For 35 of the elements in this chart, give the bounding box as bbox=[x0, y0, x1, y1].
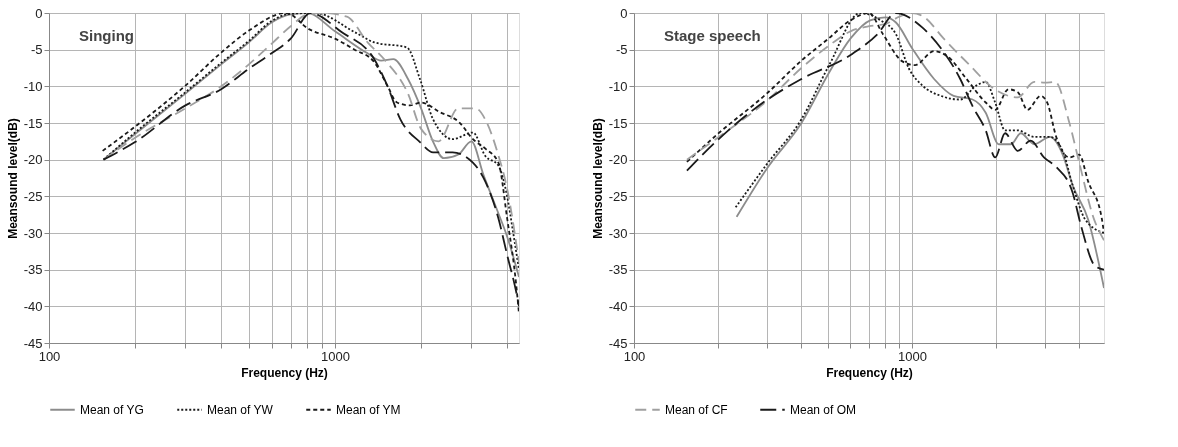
y-tick-label: 0 bbox=[35, 5, 43, 21]
y-tick-label: -45 bbox=[23, 335, 43, 351]
y-tick-label: -10 bbox=[608, 78, 628, 94]
annotation: Singing bbox=[79, 27, 134, 44]
y-tick-label: -40 bbox=[23, 298, 43, 314]
y-tick-label: -30 bbox=[23, 225, 43, 241]
y-tick-label: -20 bbox=[608, 152, 628, 168]
y-tick-label: -35 bbox=[608, 262, 628, 278]
legend-label: Mean of YG bbox=[80, 402, 144, 417]
legend-label: Mean of YW bbox=[207, 402, 274, 417]
annotation: Stage speech bbox=[664, 27, 761, 44]
x-axis-title: Frequency (Hz) bbox=[241, 365, 328, 380]
y-tick-label: -20 bbox=[23, 152, 43, 168]
y-tick-label: -15 bbox=[608, 115, 628, 131]
legend-label: Mean of CF bbox=[665, 402, 728, 417]
y-tick-label: -25 bbox=[23, 188, 43, 204]
y-tick-label: -45 bbox=[608, 335, 628, 351]
legend-label: Mean of YM bbox=[336, 402, 401, 417]
y-tick-label: -35 bbox=[23, 262, 43, 278]
x-axis-title: Frequency (Hz) bbox=[826, 365, 913, 380]
y-tick-label: -25 bbox=[608, 188, 628, 204]
y-tick-label: -5 bbox=[30, 42, 43, 58]
y-tick-label: -5 bbox=[615, 42, 628, 58]
x-tick-label: 100 bbox=[38, 348, 61, 364]
x-tick-label: 1000 bbox=[321, 348, 350, 364]
y-tick-label: -15 bbox=[23, 115, 43, 131]
y-tick-label: 0 bbox=[620, 5, 628, 21]
y-axis-title: Meansound level(dB) bbox=[5, 118, 20, 239]
y-tick-label: -40 bbox=[608, 298, 628, 314]
x-tick-label: 1000 bbox=[898, 348, 928, 364]
legend-label: Mean of OM bbox=[790, 402, 857, 417]
x-tick-label: 100 bbox=[623, 348, 646, 364]
y-tick-label: -10 bbox=[23, 78, 43, 94]
y-axis-title: Meansound level(dB) bbox=[590, 118, 605, 239]
y-tick-label: -30 bbox=[608, 225, 628, 241]
